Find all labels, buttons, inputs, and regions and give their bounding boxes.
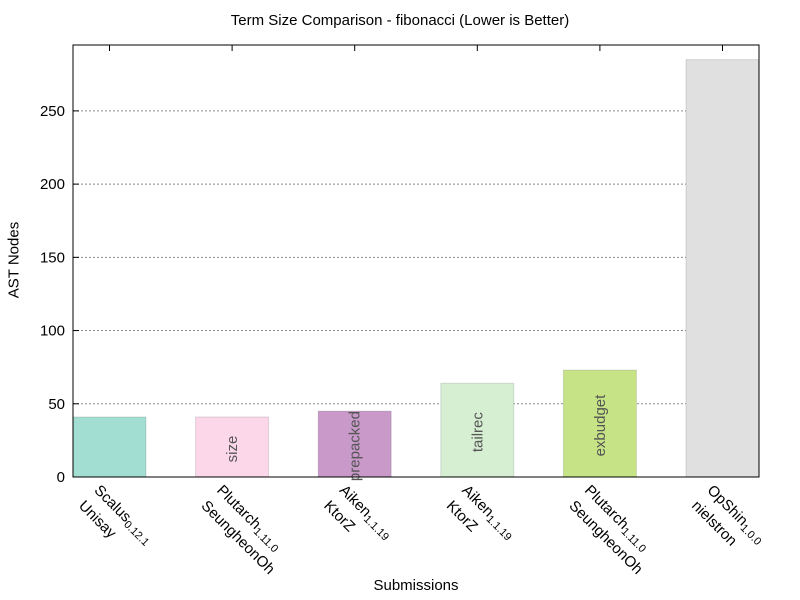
- bar-inner-label: tailrec: [469, 412, 486, 453]
- x-axis-label: Submissions: [373, 577, 459, 594]
- x-tick-label-version: 0.12.1: [121, 519, 151, 549]
- x-tick-label-version: 1.0.0: [738, 522, 764, 548]
- y-tick-label: 100: [40, 323, 65, 340]
- x-tick-label: Plutarch1.11.0SeungheonOh: [198, 482, 294, 578]
- y-tick-label: 150: [40, 249, 65, 266]
- x-tick-label: Plutarch1.11.0SeungheonOh: [566, 482, 662, 578]
- bar-inner-label: exbudget: [592, 394, 609, 457]
- chart-title: Term Size Comparison - fibonacci (Lower …: [230, 12, 570, 29]
- bar-inner-label: prepacked: [347, 411, 364, 481]
- y-tick-label: 250: [40, 103, 65, 120]
- y-tick-label: 200: [40, 176, 65, 193]
- x-tick-label-version: 1.1.19: [361, 513, 391, 543]
- bar-inner-label: size: [224, 436, 241, 463]
- bar: [440, 382, 515, 478]
- plot-frame: [72, 44, 760, 478]
- bar: [562, 369, 637, 478]
- bar: [195, 416, 270, 478]
- x-tick-label: Aiken1.1.19KtorZ: [320, 482, 396, 558]
- y-tick-label: 50: [48, 396, 65, 413]
- bar: [685, 59, 760, 478]
- x-tick-label: Scalus0.12.1Unisay: [75, 482, 156, 563]
- bar: [72, 416, 147, 478]
- x-tick-label-version: 1.1.19: [484, 513, 514, 543]
- y-tick-label: 0: [57, 469, 65, 486]
- x-tick-label: Aiken1.1.19KtorZ: [443, 482, 519, 558]
- x-tick-label: OpShin1.0.0nielstron: [688, 482, 768, 562]
